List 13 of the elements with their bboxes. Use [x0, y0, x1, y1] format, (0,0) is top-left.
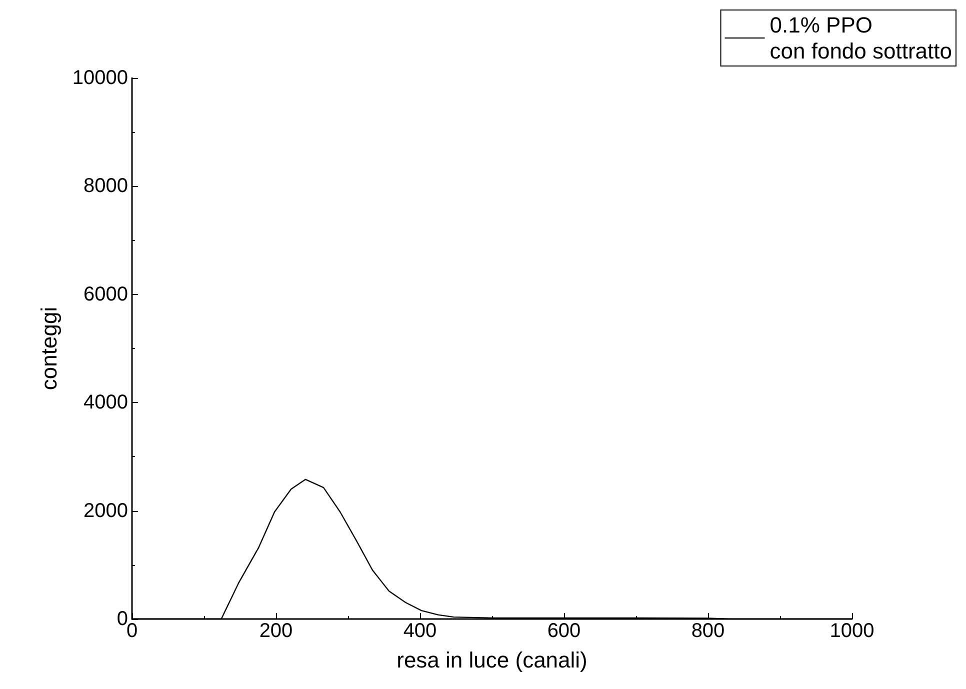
y-tick-label: 2000: [84, 500, 128, 522]
y-tick-label: 6000: [84, 283, 128, 306]
y-tick-label: 8000: [84, 175, 128, 198]
x-axis-title: resa in luce (canali): [396, 648, 588, 672]
y-axis-title: conteggi: [36, 306, 62, 390]
y-tick-label: 4000: [84, 392, 128, 414]
x-tick-label: 200: [259, 620, 293, 642]
text: 0.1% PPO con fondo sottratto: [770, 12, 952, 64]
x-tick-label: 600: [547, 620, 581, 642]
x-tick-label: 1000: [830, 620, 874, 642]
y-tick-label: 10000: [72, 67, 128, 89]
x-tick-label: 800: [691, 620, 725, 642]
x-tick-label: 400: [403, 620, 437, 642]
